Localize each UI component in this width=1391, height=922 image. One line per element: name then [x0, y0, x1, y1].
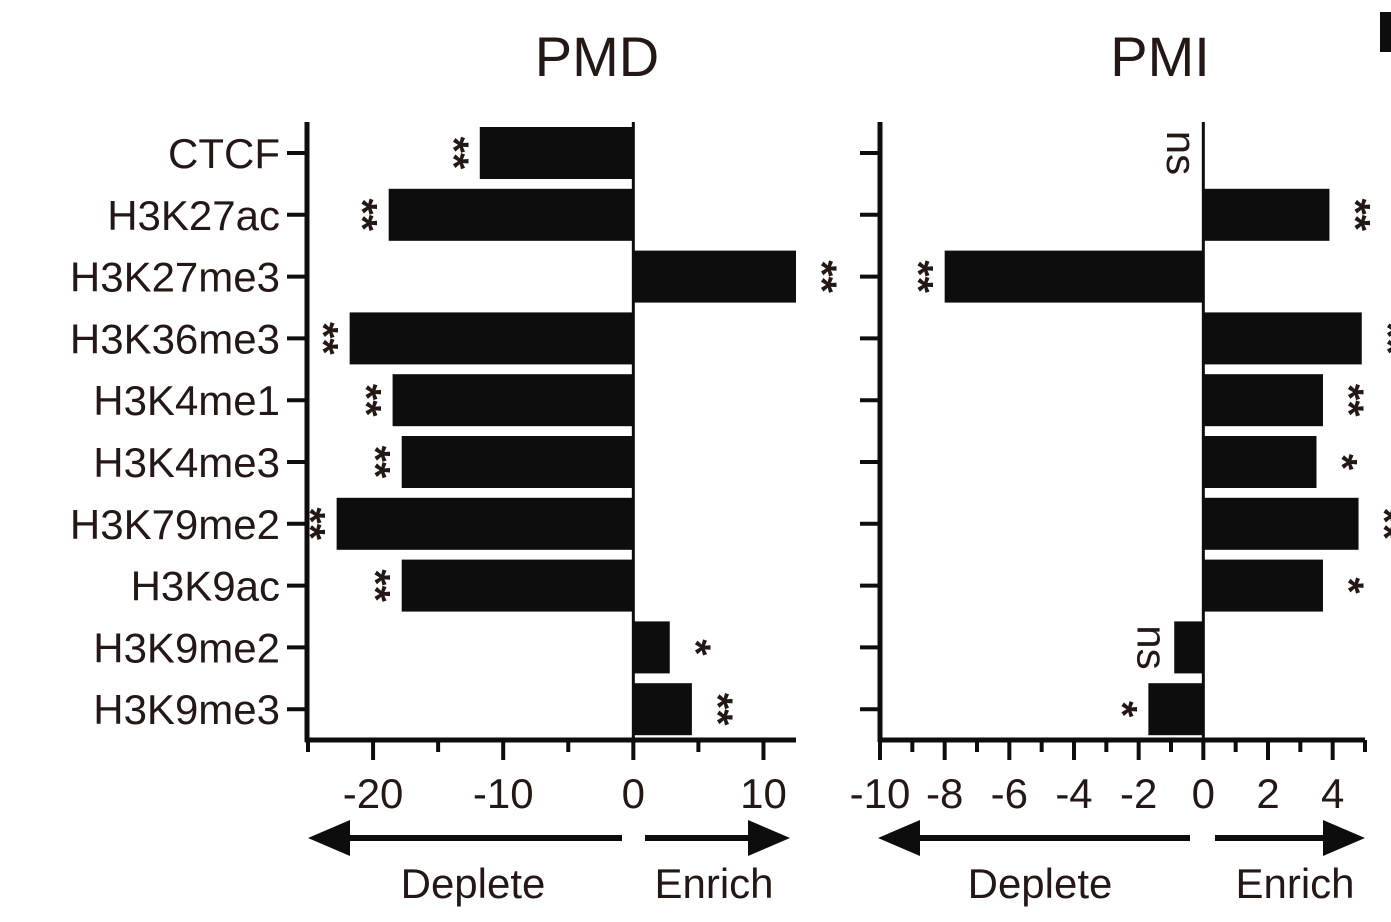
bar-0-6 — [336, 497, 634, 550]
significance-1-2: ** — [895, 260, 942, 293]
significance-0-8: * — [672, 639, 719, 656]
significance-0-1: ** — [339, 198, 386, 231]
bar-0-9 — [633, 683, 692, 736]
significance-0-0: ** — [430, 137, 477, 170]
bar-1-4 — [1203, 374, 1323, 427]
significance-0-5: ** — [352, 446, 399, 479]
bar-0-5 — [401, 436, 634, 488]
category-label-5: H3K4me3 — [93, 439, 280, 486]
deplete-arrow-head-1 — [878, 820, 920, 856]
category-label-2: H3K27me3 — [70, 254, 280, 301]
bar-1-3 — [1203, 312, 1362, 365]
significance-1-0: ns — [1158, 131, 1205, 175]
significance-1-8: ns — [1129, 625, 1176, 669]
significance-0-6: ** — [287, 507, 334, 540]
x-tick-label-0-3: 10 — [740, 770, 787, 817]
bar-0-3 — [349, 312, 634, 365]
bar-0-0 — [479, 127, 634, 179]
enrich-arrow-head-1 — [1323, 820, 1365, 856]
bar-1-7 — [1203, 559, 1323, 612]
significance-1-4: ** — [1325, 384, 1372, 417]
bar-0-4 — [392, 374, 634, 427]
bar-1-1 — [1203, 188, 1330, 241]
deplete-label-1: Deplete — [968, 860, 1113, 907]
category-label-1: H3K27ac — [107, 192, 280, 239]
x-tick-label-1-5: 0 — [1192, 770, 1215, 817]
x-tick-label-1-6: 2 — [1256, 770, 1279, 817]
chart-title-1: PMI — [1110, 25, 1210, 88]
enrich-label-0: Enrich — [654, 860, 773, 907]
category-label-4: H3K4me1 — [93, 377, 280, 424]
bar-0-8 — [633, 621, 670, 674]
x-tick-label-0-1: -10 — [473, 770, 534, 817]
bar-1-5 — [1203, 436, 1317, 488]
significance-1-7: * — [1325, 577, 1372, 594]
bar-0-1 — [388, 188, 634, 241]
deplete-label-0: Deplete — [401, 860, 546, 907]
x-tick-label-0-2: 0 — [622, 770, 645, 817]
significance-0-3: ** — [300, 322, 347, 355]
significance-1-5: * — [1319, 454, 1366, 471]
bar-0-7 — [401, 559, 634, 612]
category-label-6: H3K79me2 — [70, 501, 280, 548]
chart-title-0: PMD — [535, 25, 659, 88]
x-tick-label-1-0: -10 — [850, 770, 911, 817]
category-label-9: H3K9me3 — [93, 686, 280, 733]
x-tick-label-1-4: -2 — [1120, 770, 1157, 817]
significance-1-9: * — [1099, 701, 1146, 718]
bar-1-2 — [944, 250, 1204, 303]
x-tick-label-1-3: -4 — [1055, 770, 1092, 817]
significance-0-2: ** — [799, 260, 846, 293]
bar-1-9 — [1148, 683, 1204, 736]
category-label-7: H3K9ac — [131, 563, 280, 610]
deplete-arrow-head-0 — [308, 820, 350, 856]
x-tick-label-1-7: 4 — [1321, 770, 1344, 817]
significance-1-3: ** — [1364, 322, 1391, 355]
bar-0-2 — [633, 250, 796, 303]
category-label-8: H3K9me2 — [93, 624, 280, 671]
significance-0-9: ** — [694, 693, 741, 726]
x-tick-label-1-1: -8 — [926, 770, 963, 817]
significance-1-6: ** — [1361, 507, 1391, 540]
x-tick-label-1-2: -6 — [991, 770, 1028, 817]
significance-0-7: ** — [352, 569, 399, 602]
x-tick-label-0-0: -20 — [343, 770, 404, 817]
bar-1-6 — [1203, 497, 1359, 550]
significance-0-4: ** — [343, 384, 390, 417]
category-label-0: CTCF — [168, 130, 280, 177]
enrich-arrow-head-0 — [748, 820, 790, 856]
significance-1-1: ** — [1332, 198, 1379, 231]
bar-1-8 — [1174, 621, 1204, 674]
panel-letter-fragment — [1380, 12, 1391, 52]
category-label-3: H3K36me3 — [70, 315, 280, 362]
enrich-label-1: Enrich — [1235, 860, 1354, 907]
